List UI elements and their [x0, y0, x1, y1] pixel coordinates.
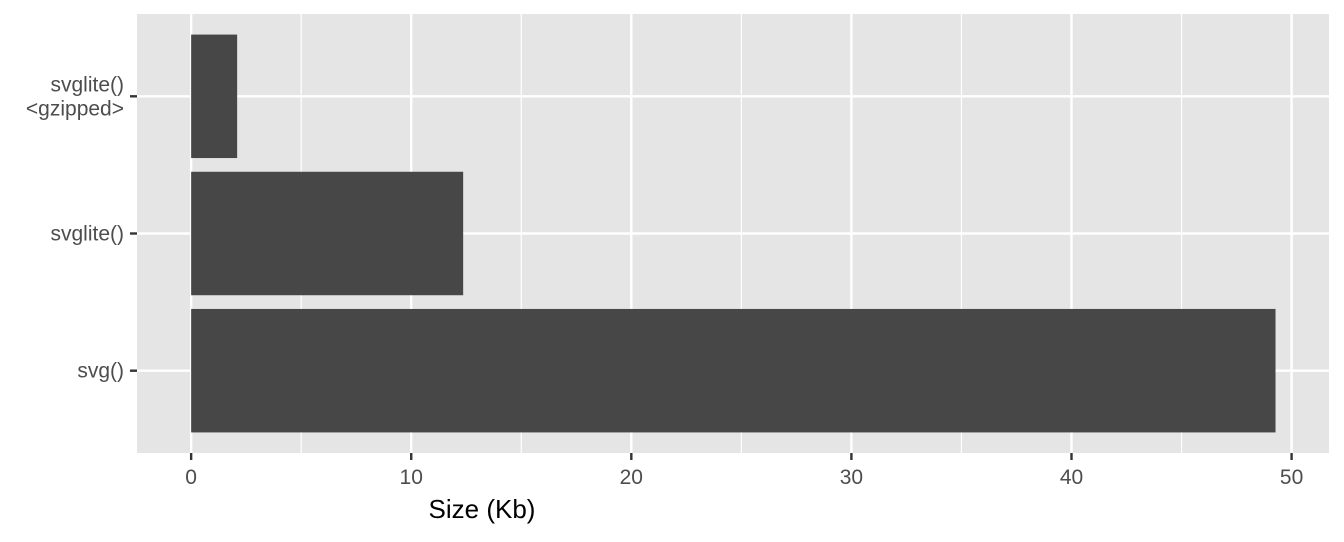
y-axis: svg() svglite() svglite() <gzipped>	[26, 73, 137, 383]
bar	[191, 171, 464, 296]
y-tick-label: svg()	[77, 360, 124, 383]
x-axis: 0 10 20 30 40 50	[185, 453, 1303, 489]
x-tick-label: 50	[1280, 466, 1303, 489]
x-tick-label: 40	[1060, 466, 1083, 489]
y-tick-label: svglite() <gzipped>	[26, 73, 124, 120]
bars	[191, 34, 1276, 433]
x-tick-label: 30	[840, 466, 863, 489]
y-tick-label: svglite()	[50, 223, 124, 246]
x-axis-label: Size (Kb)	[429, 494, 536, 524]
x-tick-label: 0	[185, 466, 197, 489]
bar	[191, 34, 238, 159]
x-tick-label: 20	[620, 466, 643, 489]
bar	[191, 308, 1276, 433]
x-tick-label: 10	[400, 466, 423, 489]
